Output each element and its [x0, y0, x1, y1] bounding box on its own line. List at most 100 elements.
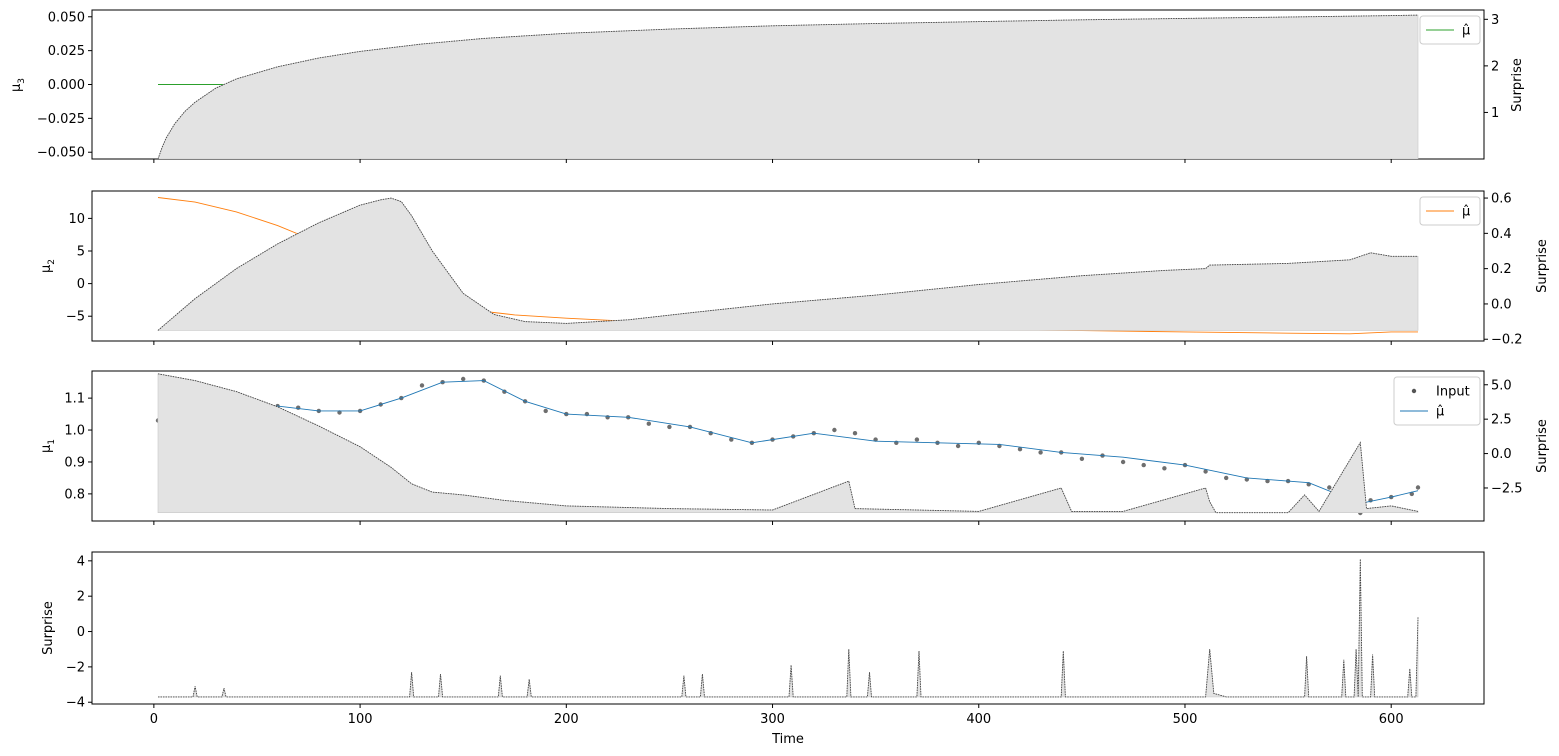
panel-mu1-series-1-line — [158, 380, 1419, 504]
panel-mu1-series-0-point — [1224, 475, 1229, 481]
panel-surprise-plot — [158, 559, 1419, 698]
panel-mu1-series-0-point — [729, 437, 734, 442]
panel-mu1-ytick-label: 0.9 — [64, 455, 85, 470]
panel-mu1-right-axis: −2.5 0.0 2.5 5.0 — [1484, 378, 1523, 496]
panel-mu2-x-axis — [153, 341, 1392, 345]
panel-mu1-series-0-point — [1141, 462, 1146, 468]
panel-surprise-ytick-label: −4 — [66, 696, 85, 711]
panel-mu2-ytick-label: −5 — [66, 310, 85, 325]
panel-mu3-ytick-label: 0.025 — [48, 44, 85, 59]
panel-mu1-series-0-point — [832, 427, 837, 433]
panel-surprise-ytick-label: −2 — [66, 660, 85, 675]
panel-mu2-y2tick-label: 0.0 — [1491, 297, 1512, 312]
panel-surprise-frame — [91, 551, 1485, 705]
panel-mu3-ylabel: μ3 — [9, 78, 27, 92]
panel-surprise-ytick-label: 4 — [77, 554, 85, 569]
panel-mu3-x-axis — [153, 159, 1392, 163]
panel-mu3-ytick-label: −0.025 — [37, 112, 85, 127]
panel-mu2-series-1-area — [157, 197, 1419, 331]
panel-mu2-legend-label: μ̂ — [1462, 205, 1470, 220]
panel-mu1-series-0-point — [1203, 469, 1208, 474]
panel-surprise-ytick-label: 0 — [77, 625, 85, 640]
panel-mu2-ylabel: μ2 — [39, 259, 57, 273]
panel-surprise-xtick-label: 400 — [966, 712, 991, 727]
panel-mu1-series-0-point — [646, 421, 651, 426]
panel-mu2-ytick-label: 0 — [77, 277, 85, 292]
panel-surprise: −4 −2 0 2 4 0 100 200 300 400 500 600 Surprise Tim… — [41, 551, 1485, 747]
panel-mu2-y2tick-label: 0.2 — [1491, 262, 1512, 277]
panel-mu1-y2label: Surprise — [1535, 419, 1550, 473]
panel-mu2-series-1-line — [157, 197, 1418, 331]
panel-surprise-xtick-label: 300 — [760, 712, 785, 727]
panel-mu2-ytick-label: 10 — [68, 212, 85, 227]
panel-surprise-series-0-area — [158, 559, 1419, 698]
panel-mu1-series-0-point — [1162, 466, 1167, 471]
panel-mu1-left-axis: 0.8 0.9 1.0 1.1 — [64, 392, 92, 502]
panel-surprise-xtick-label: 200 — [554, 712, 579, 727]
panel-mu3-legend: μ̂ — [1419, 15, 1481, 45]
panel-surprise-xtick-label: 600 — [1379, 712, 1404, 727]
panel-mu3-y2tick-label: 1 — [1491, 106, 1499, 121]
panel-surprise-series-0-line — [158, 559, 1419, 698]
panel-mu1: 0.8 0.9 1.0 1.1 −2.5 0.0 2.5 5.0 μ1 Surprise I… — [39, 370, 1550, 525]
panel-surprise-x-axis: 0 100 200 300 400 500 600 — [150, 704, 1404, 727]
panel-mu2-ylabel-main: μ — [39, 265, 54, 273]
panel-mu2-ytick-label: 5 — [77, 245, 85, 260]
panel-mu1-series-0-point — [667, 424, 672, 430]
panel-mu1-frame — [91, 370, 1485, 522]
panel-mu3-series-1-line — [157, 14, 1419, 159]
panel-mu1-series-0-point — [461, 376, 466, 382]
panel-mu3-y2tick-label: 3 — [1491, 13, 1499, 28]
panel-mu2-plot — [157, 197, 1419, 335]
panel-mu3-legend-label: μ̂ — [1462, 24, 1470, 39]
panel-mu1-ylabel-main: μ — [39, 445, 54, 453]
panel-mu1-y2tick-label: −2.5 — [1491, 481, 1523, 496]
panel-mu2-y2tick-label: 0.4 — [1491, 227, 1512, 242]
panel-surprise-ylabel: Surprise — [41, 601, 56, 655]
panel-mu3-right-axis: 1 2 3 — [1484, 13, 1499, 121]
panel-surprise-ytick-label: 2 — [77, 590, 85, 605]
panel-mu1-ylabel-sub: 1 — [47, 439, 57, 445]
panel-mu3-series-1-area — [157, 14, 1419, 159]
panel-mu2-y2tick-label: 0.6 — [1491, 192, 1512, 207]
panel-mu1-y2tick-label: 5.0 — [1491, 378, 1512, 393]
panel-mu2-series-0-line — [157, 197, 1418, 335]
panel-mu1-series-0-point — [1017, 447, 1023, 452]
panel-mu3-y2tick-label: 2 — [1491, 59, 1499, 74]
panel-mu1-y2tick-label: 0.0 — [1491, 447, 1512, 462]
panel-mu1-series-0-point — [419, 383, 425, 388]
panel-mu1-series-0-point — [914, 437, 920, 442]
panel-mu2-left-axis: −5 0 5 10 — [66, 212, 92, 325]
panel-mu1-ytick-label: 0.8 — [64, 487, 85, 502]
panel-mu1-series-0-point — [296, 405, 301, 410]
panel-mu1-series-0-point — [955, 443, 961, 449]
panel-mu1-legend: Input μ̂ — [1393, 376, 1481, 426]
panel-mu2-y2label: Surprise — [1535, 239, 1550, 293]
panel-mu2-ylabel-sub: 2 — [47, 259, 57, 265]
panel-mu1-series-0-point — [543, 408, 548, 414]
panel-mu1-series-0-point — [1120, 459, 1126, 465]
panel-mu1-series-0-point — [1327, 485, 1332, 490]
panel-mu2-frame — [91, 190, 1485, 342]
panel-mu1-series-0-point — [852, 431, 858, 436]
panel-surprise-left-axis: −4 −2 0 2 4 — [66, 554, 92, 711]
panel-mu1-y2tick-label: 2.5 — [1491, 413, 1512, 428]
panel-surprise-xtick-label: 100 — [348, 712, 373, 727]
panel-mu1-ylabel: μ1 — [39, 439, 57, 453]
panel-mu1-x-axis — [153, 521, 1392, 525]
panel-mu2-y2tick-label: −0.2 — [1491, 333, 1523, 348]
panel-mu3-y2label: Surprise — [1510, 58, 1525, 112]
panel-mu1-plot — [155, 373, 1421, 516]
panel-mu3-ylabel-sub: 3 — [17, 78, 27, 84]
panel-mu2-legend: μ̂ — [1419, 196, 1481, 226]
panel-mu1-series-2-line — [157, 373, 1419, 514]
panel-mu3-left-axis: −0.050 −0.025 0.000 0.025 0.050 — [37, 10, 92, 161]
panel-mu1-series-0-point — [1079, 456, 1085, 461]
panel-mu3-ylabel-main: μ — [9, 84, 24, 92]
panel-mu1-ytick-label: 1.1 — [64, 392, 85, 407]
panel-mu1-legend-label: μ̂ — [1436, 405, 1444, 420]
panel-mu2: −5 0 5 10 −0.2 0.0 0.2 0.4 0.6 μ2 Surprise μ̂ — [39, 190, 1550, 348]
panel-mu1-ytick-label: 1.0 — [64, 424, 85, 439]
